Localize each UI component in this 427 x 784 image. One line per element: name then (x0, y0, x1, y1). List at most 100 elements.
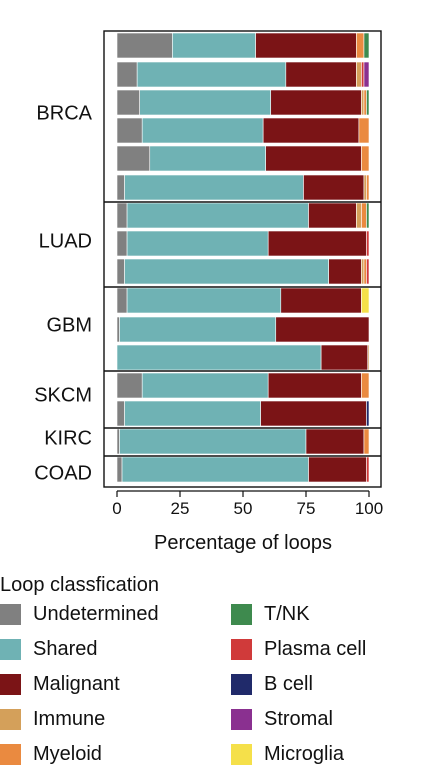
bar-segment-brca-2-plasma-cell (361, 61, 365, 88)
bar-segment-luad-1-malignant (308, 202, 357, 229)
legend-item-microglia: Microglia (231, 741, 344, 767)
bar-segment-brca-1-malignant (255, 32, 357, 59)
bar-segment-brca-3-malignant (270, 89, 362, 116)
bar-segment-brca-5-malignant (265, 145, 362, 172)
group-label-kirc: KIRC (44, 427, 92, 449)
bar-segment-skcm-1-myeloid (361, 372, 370, 399)
legend: Loop classfication Undetermined Shared Mal… (0, 572, 427, 784)
bar-segment-brca-5-undetermined (116, 145, 151, 172)
bar-segment-brca-6-myeloid (366, 174, 370, 201)
bar-segment-brca-3-myeloid (363, 89, 367, 116)
bar-segment-gbm-1-microglia (361, 287, 370, 314)
bar-segment-luad-1-undetermined (116, 202, 128, 229)
bar-segment-luad-1-immune (356, 202, 362, 229)
legend-label-plasma-cell: Plasma cell (264, 637, 367, 660)
bar-segment-brca-6-undetermined (116, 174, 125, 201)
legend-item-t-nk: T/NK (231, 601, 310, 627)
legend-swatch-malignant (0, 673, 21, 695)
legend-swatch-stromal (231, 708, 252, 730)
bar-segment-brca-3-immune (361, 89, 365, 116)
bar-segment-brca-3-t-nk (366, 89, 370, 116)
bar-segment-luad-3-immune (361, 258, 365, 285)
bar-segment-luad-2-plasma-cell (366, 230, 370, 257)
bar-segment-brca-2-malignant (285, 61, 357, 88)
bar-segment-brca-4-malignant (262, 117, 360, 144)
legend-label-undetermined: Undetermined (33, 602, 159, 625)
bar-segment-brca-1-t-nk (363, 32, 370, 59)
bar-segment-gbm-2-undetermined (116, 316, 120, 343)
bar-segment-skcm-1-shared (141, 372, 269, 399)
legend-label-b-cell: B cell (264, 672, 313, 695)
legend-label-microglia: Microglia (264, 742, 345, 765)
bar-segment-gbm-3-shared (116, 344, 322, 371)
bar-segment-gbm-2-malignant (275, 316, 370, 343)
legend-swatch-t-nk (231, 603, 252, 625)
legend-swatch-microglia (231, 743, 252, 765)
bar-segment-brca-4-undetermined (116, 117, 143, 144)
bar-segment-brca-1-undetermined (116, 32, 173, 59)
legend-swatch-undetermined (0, 603, 21, 625)
bar-segment-luad-3-undetermined (116, 258, 125, 285)
stacked-bar-chart: BRCA LUAD GBM SKCM KIRC COAD 0 25 50 75 100 Percent… (34, 30, 383, 554)
group-label-skcm: SKCM (34, 384, 92, 406)
bar-segment-brca-4-shared (141, 117, 264, 144)
legend-item-stromal: Stromal (231, 706, 333, 732)
bar-segment-brca-3-undetermined (116, 89, 140, 116)
bar-segment-coad-1-plasma-cell (366, 456, 370, 483)
bar-segment-gbm-1-malignant (280, 287, 362, 314)
legend-swatch-immune (0, 708, 21, 730)
plot-frame (103, 30, 382, 488)
legend-label-shared: Shared (33, 637, 98, 660)
bar-segment-kirc-1-malignant (305, 428, 365, 455)
x-tick-label-50: 50 (234, 499, 253, 518)
group-label-luad: LUAD (39, 230, 92, 252)
legend-item-malignant: Malignant (0, 671, 120, 697)
bar-segment-brca-2-undetermined (116, 61, 138, 88)
bar-segment-brca-1-myeloid (356, 32, 365, 59)
bar-segment-brca-6-shared (124, 174, 304, 201)
bar-segment-luad-3-myeloid (363, 258, 367, 285)
group-label-brca: BRCA (36, 102, 92, 124)
x-tick-label-0: 0 (112, 499, 121, 518)
bar-segment-luad-3-malignant (328, 258, 362, 285)
x-tick-label-75: 75 (297, 499, 316, 518)
legend-label-malignant: Malignant (33, 672, 120, 695)
bar-segment-skcm-1-malignant (267, 372, 362, 399)
group-label-coad: COAD (34, 462, 92, 484)
legend-label-stromal: Stromal (264, 707, 333, 730)
bar-segment-luad-1-t-nk (366, 202, 370, 229)
bar-segment-coad-1-shared (121, 456, 309, 483)
x-tick-label-100: 100 (355, 499, 383, 518)
bar-segment-kirc-1-shared (119, 428, 307, 455)
bar-segment-gbm-1-undetermined (116, 287, 128, 314)
bar-segment-skcm-1-undetermined (116, 372, 143, 399)
bar-segment-luad-2-undetermined (116, 230, 128, 257)
bar-segment-luad-3-shared (124, 258, 329, 285)
legend-swatch-plasma-cell (231, 638, 252, 660)
bar-segment-gbm-2-shared (119, 316, 277, 343)
bar-segment-skcm-2-shared (124, 400, 261, 427)
legend-swatch-myeloid (0, 743, 21, 765)
bar-segment-brca-6-malignant (303, 174, 365, 201)
bar-segment-luad-2-malignant (267, 230, 367, 257)
bar-segment-brca-4-myeloid (358, 117, 370, 144)
bar-segment-skcm-2-b-cell (366, 400, 370, 427)
bar-segment-kirc-1-undetermined (116, 428, 120, 455)
bar-segment-luad-3-plasma-cell (366, 258, 370, 285)
legend-item-undetermined: Undetermined (0, 601, 159, 627)
bar-segment-skcm-2-undetermined (116, 400, 125, 427)
bar-segment-brca-2-stromal (363, 61, 370, 88)
group-label-gbm: GBM (46, 314, 92, 336)
bar-segment-brca-5-myeloid (361, 145, 370, 172)
legend-item-shared: Shared (0, 636, 98, 662)
legend-item-plasma-cell: Plasma cell (231, 636, 366, 662)
legend-item-myeloid: Myeloid (0, 741, 102, 767)
x-axis-label: Percentage of loops (154, 532, 332, 554)
bar-segment-kirc-1-myeloid (363, 428, 370, 455)
x-tick-label-25: 25 (171, 499, 190, 518)
bar-segment-luad-2-shared (126, 230, 269, 257)
bar-segment-brca-5-shared (149, 145, 266, 172)
legend-title: Loop classfication (0, 574, 159, 596)
bar-segment-gbm-3-malignant (320, 344, 369, 371)
legend-item-immune: Immune (0, 706, 105, 732)
